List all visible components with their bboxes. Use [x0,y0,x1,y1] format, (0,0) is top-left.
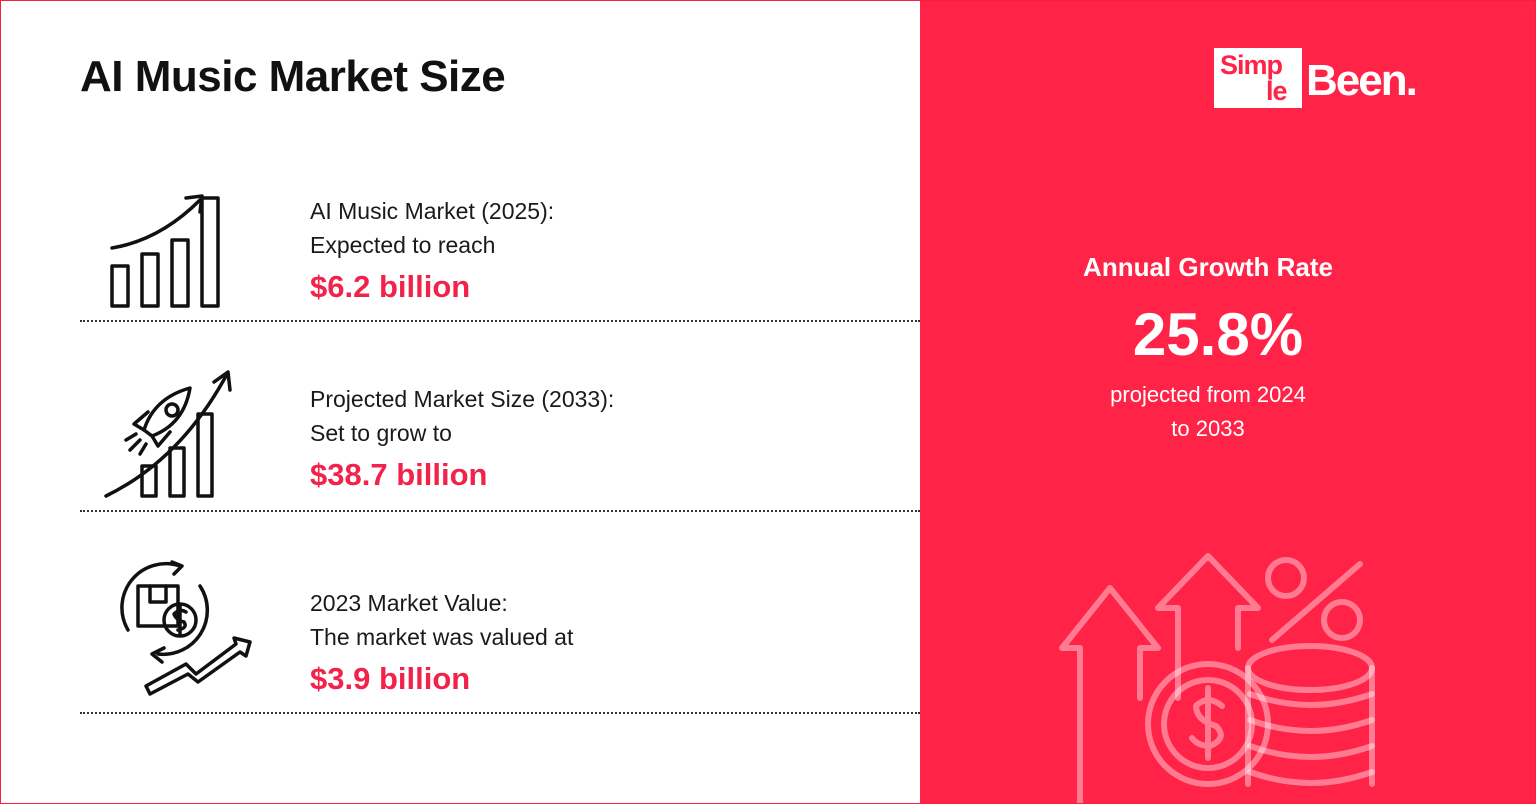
divider [80,712,920,714]
logo-text-been: Been. [1306,56,1418,105]
divider [80,320,920,322]
growth-subtext-line: to 2033 [1171,416,1245,441]
coins-arrows-percent-icon [1059,553,1375,804]
growth-subtext-line: projected from 2024 [1110,382,1306,407]
stat-label: 2023 Market Value: [310,590,508,616]
page-title: AI Music Market Size [80,52,506,101]
logo-box [1214,48,1302,108]
logo-text-simp: Simp [1220,50,1283,80]
stat-label: Projected Market Size (2033): [310,386,615,412]
stat-value: $3.9 billion [310,661,471,696]
stat-text: AI Music Market (2025): Expected to reac… [310,194,554,310]
right-panel [920,0,1536,804]
stat-label: AI Music Market (2025): [310,198,555,224]
rocket-growth-icon [104,370,232,498]
stat-value: $6.2 billion [310,269,471,304]
stat-sublabel: Expected to reach [310,232,496,258]
growth-heading: Annual Growth Rate [1083,252,1333,282]
stat-value: $38.7 billion [310,457,488,492]
stat-sublabel: The market was valued at [310,624,574,650]
money-cycle-icon [120,560,252,696]
bar-chart-growth-icon [110,194,220,308]
logo-text-le: le [1266,76,1288,106]
growth-value: 25.8% [1132,301,1304,368]
stat-text: 2023 Market Value: The market was valued… [310,586,573,702]
divider [80,510,920,512]
growth-subtext: projected from 2024 to 2033 [920,378,1496,446]
stat-text: Projected Market Size (2033): Set to gro… [310,382,614,498]
stat-sublabel: Set to grow to [310,420,452,446]
growth-rate-block: Annual Growth Rate 25.8% projected from … [920,0,1536,804]
left-panel: AI Music Market Size AI Music Market (20… [80,52,920,714]
